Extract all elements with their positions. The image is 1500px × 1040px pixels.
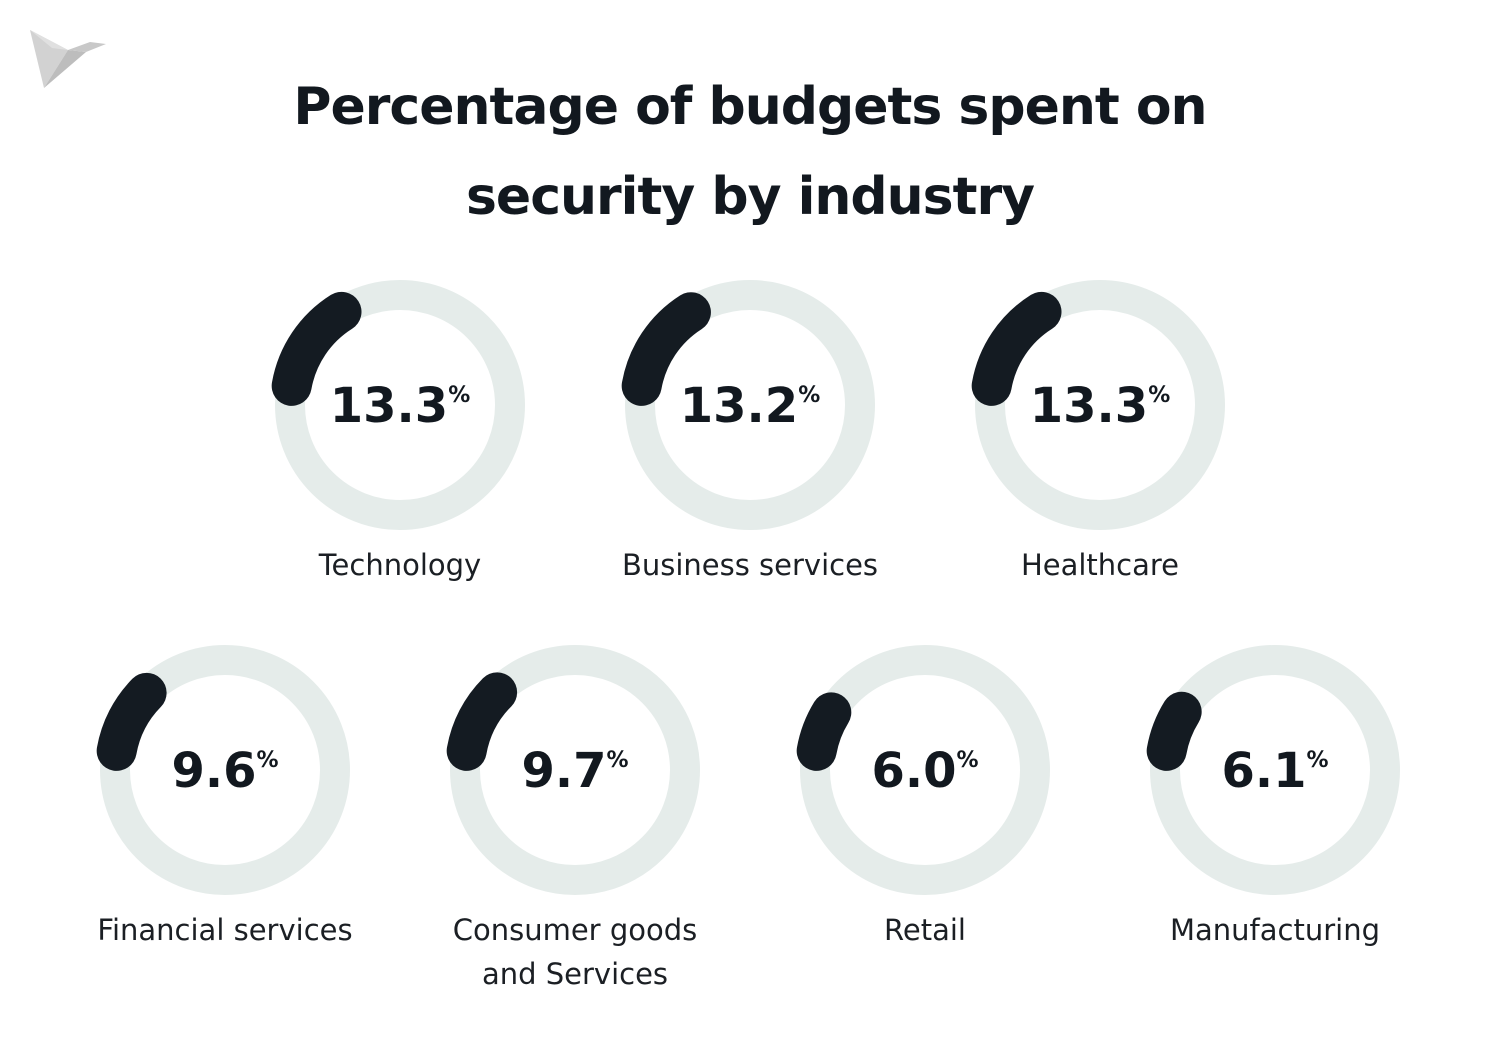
value-number: 13.3 [1030,378,1148,434]
donut-gauge: 6.1% Manufacturing [1146,645,1400,947]
donut-value-label: 13.3% [330,378,470,434]
value-unit: % [1306,748,1328,773]
donut-gauge: 6.0% Retail [796,645,1050,947]
donut-value-arc [1146,691,1202,771]
category-label: Financial services [97,913,352,947]
value-number: 13.2 [680,378,798,434]
donut-value-label: 6.0% [871,743,978,799]
value-unit: % [606,748,628,773]
donut-value-arc [621,292,711,406]
donut-value-arc [971,291,1062,406]
value-number: 9.6 [171,743,256,799]
donut-gauge: 9.6% Financial services [96,645,353,947]
donut-value-arc [271,291,362,406]
value-number: 6.0 [871,743,956,799]
chart-title-line-1: Percentage of budgets spent on [293,77,1207,137]
donut-value-label: 9.6% [171,743,278,799]
value-unit: % [256,748,278,773]
donut-value-arc [96,672,167,771]
donut-value-label: 6.1% [1221,743,1328,799]
category-label: Manufacturing [1170,913,1380,947]
donut-value-arc [796,692,852,771]
donut-value-label: 9.7% [521,743,628,799]
category-label: Consumer goods [453,913,698,947]
donut-gauge: 13.3% Healthcare [971,280,1225,582]
chart-title-line-2: security by industry [465,167,1035,227]
bird-logo-icon [30,30,106,88]
value-number: 13.3 [330,378,448,434]
category-label: Healthcare [1021,548,1179,582]
donut-value-label: 13.3% [1030,378,1170,434]
category-label: Retail [884,913,966,947]
value-number: 9.7 [521,743,606,799]
value-number: 6.1 [1221,743,1306,799]
donut-gauge: 13.2% Business services [621,280,878,582]
donut-gauge: 9.7% Consumer goods and Services [446,645,700,991]
category-label: Business services [622,548,878,582]
donut-value-label: 13.2% [680,378,820,434]
value-unit: % [798,383,820,408]
donut-value-arc [446,672,518,771]
chart-title: Percentage of budgets spent on security … [0,62,1500,242]
category-label: and Services [482,957,668,991]
value-unit: % [448,383,470,408]
donut-gauge: 13.3% Technology [271,280,525,582]
category-label: Technology [318,548,481,582]
value-unit: % [956,748,978,773]
value-unit: % [1148,383,1170,408]
